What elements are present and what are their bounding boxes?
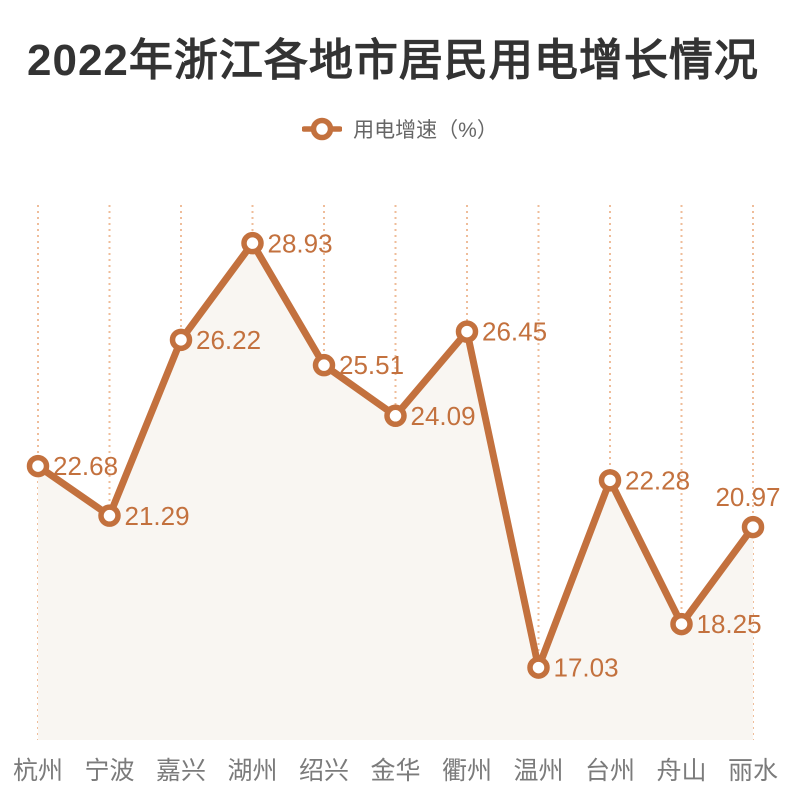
data-point-marker[interactable] <box>455 320 479 343</box>
data-label: 26.45 <box>482 317 547 347</box>
chart-title: 2022年浙江各地市居民用电增长情况 <box>27 36 759 85</box>
data-label: 28.93 <box>268 228 333 258</box>
data-point-marker[interactable] <box>384 404 407 428</box>
data-point-marker[interactable] <box>169 328 193 352</box>
x-axis-label: 衢州 <box>442 757 492 785</box>
x-axis-label: 丽水 <box>728 757 778 785</box>
x-axis-label: 台州 <box>585 757 635 785</box>
data-label: 22.68 <box>53 451 118 481</box>
x-axis-label: 绍兴 <box>299 757 349 785</box>
legend-marker-icon <box>302 117 343 141</box>
data-point-marker[interactable] <box>241 231 264 255</box>
data-label: 22.28 <box>625 465 690 495</box>
data-point-marker[interactable] <box>312 353 336 377</box>
data-point-marker[interactable] <box>26 454 50 478</box>
data-label: 21.29 <box>125 501 190 531</box>
data-label: 24.09 <box>411 401 476 431</box>
data-label: 18.25 <box>697 609 762 639</box>
data-label: 20.97 <box>715 482 780 512</box>
data-label: 25.51 <box>339 350 404 380</box>
x-axis-label: 嘉兴 <box>156 757 206 785</box>
data-label: 26.22 <box>196 325 261 355</box>
legend-item[interactable]: 用电增速（%） <box>302 114 498 144</box>
x-axis-label: 金华 <box>370 757 420 785</box>
legend-label: 用电增速（%） <box>353 119 498 142</box>
x-axis-label: 杭州 <box>13 757 63 785</box>
x-axis-label: 宁波 <box>84 757 134 785</box>
data-label: 17.03 <box>554 653 619 683</box>
x-axis-label: 湖州 <box>227 757 277 785</box>
x-axis-label: 舟山 <box>656 757 706 785</box>
data-point-marker[interactable] <box>741 515 765 539</box>
data-point-marker[interactable] <box>527 656 550 679</box>
x-axis-label: 温州 <box>513 757 563 785</box>
data-point-marker[interactable] <box>670 612 693 636</box>
legend: 用电增速（%） <box>0 114 800 144</box>
data-point-marker[interactable] <box>598 469 622 492</box>
data-point-marker[interactable] <box>98 504 121 527</box>
area-fill <box>38 243 753 740</box>
